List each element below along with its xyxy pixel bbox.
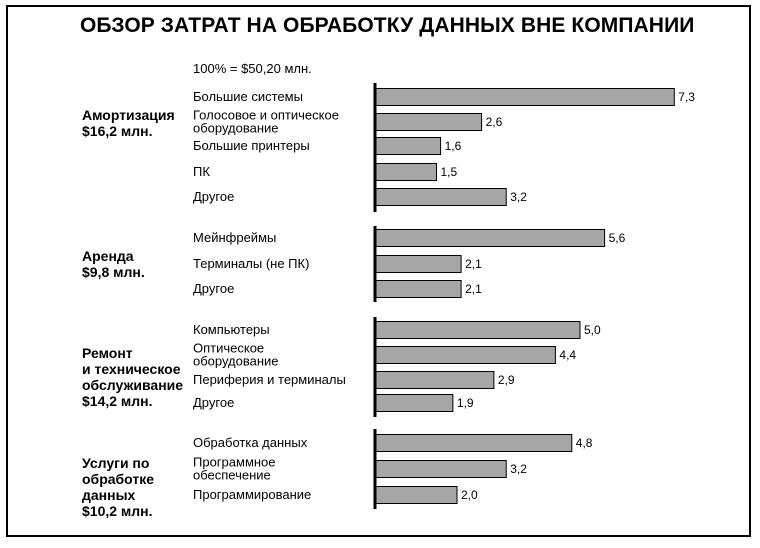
value-label: 4,4 [559, 348, 576, 362]
bar [374, 88, 675, 106]
group-label-rent: Аренда $9,8 млн. [82, 232, 145, 296]
bar [374, 137, 442, 155]
value-label: 7,3 [678, 90, 695, 104]
category-label: Оптическое оборудование [193, 341, 279, 369]
group-name: Аренда [82, 248, 134, 264]
value-label: 2,9 [498, 373, 515, 387]
value-label: 2,1 [465, 257, 482, 271]
category-label: Программное обеспечение [193, 455, 276, 483]
value-label: 1,6 [445, 139, 462, 153]
chart-frame [6, 5, 751, 537]
group-amount: $9,8 млн. [82, 264, 145, 280]
value-label: 4,8 [576, 436, 593, 450]
value-label: 2,0 [461, 488, 478, 502]
group-name: Ремонт и техническое обслуживание [82, 345, 184, 393]
value-label: 1,5 [441, 165, 458, 179]
category-label: Большие системы [193, 89, 303, 104]
value-label: 3,2 [510, 462, 527, 476]
category-label: Большие принтеры [193, 138, 310, 153]
group-name: Услуги по обработке данных [82, 455, 155, 503]
category-label: Компьютеры [193, 322, 270, 337]
bar [374, 188, 507, 206]
bar [374, 346, 556, 364]
group-name: Амортизация [82, 107, 175, 123]
category-label: Голосовое и оптическое оборудование [193, 108, 339, 136]
category-label: Программирование [193, 487, 311, 502]
bar [374, 394, 454, 412]
category-label: Другое [193, 395, 234, 410]
group-amount: $10,2 млн. [82, 503, 153, 519]
value-label: 2,1 [465, 282, 482, 296]
value-label: 3,2 [510, 190, 527, 204]
bar [374, 229, 606, 247]
group-label-maintenance: Ремонт и техническое обслуживание $14,2 … [82, 329, 183, 425]
value-label: 1,9 [457, 396, 474, 410]
bar [374, 434, 573, 452]
group-label-services: Услуги по обработке данных $10,2 млн. [82, 439, 154, 535]
bar [374, 486, 458, 504]
category-label: Терминалы (не ПК) [193, 256, 309, 271]
bar [374, 255, 462, 273]
category-label: Другое [193, 281, 234, 296]
group-amount: $16,2 млн. [82, 123, 153, 139]
category-label: Периферия и терминалы [193, 372, 346, 387]
chart-title: ОБЗОР ЗАТРАТ НА ОБРАБОТКУ ДАННЫХ ВНЕ КОМ… [80, 14, 695, 37]
value-label: 5,0 [584, 323, 601, 337]
bar [374, 460, 507, 478]
bar [374, 280, 462, 298]
group-label-amortization: Амортизация $16,2 млн. [82, 91, 175, 155]
category-label: Другое [193, 189, 234, 204]
bar [374, 163, 437, 181]
scale-note: 100% = $50,20 млн. [193, 61, 312, 76]
group-amount: $14,2 млн. [82, 393, 153, 409]
bar [374, 371, 495, 389]
category-label: Мейнфреймы [193, 230, 276, 245]
category-label: ПК [193, 164, 210, 179]
value-label: 5,6 [609, 231, 626, 245]
bar [374, 321, 581, 339]
bar [374, 113, 483, 131]
value-label: 2,6 [486, 115, 503, 129]
category-label: Обработка данных [193, 435, 308, 450]
